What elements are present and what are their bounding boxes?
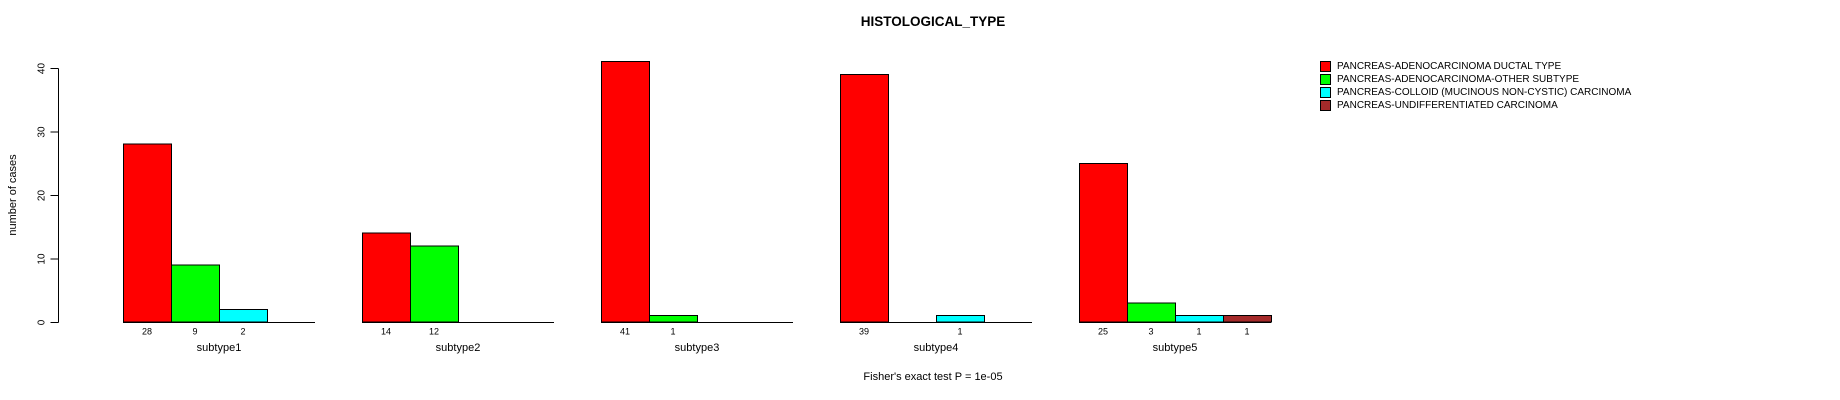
bar-value-label: 39: [859, 327, 869, 337]
bar-subtype4-series1: [840, 73, 889, 323]
legend-label: PANCREAS-ADENOCARCINOMA-OTHER SUBTYPE: [1337, 74, 1580, 85]
x-axis-group-label-subtype4: subtype4: [914, 342, 959, 354]
bar-value-label: 1: [1196, 327, 1201, 337]
y-axis-tick-label: 20: [37, 190, 48, 202]
legend-swatch: [1320, 100, 1331, 111]
bar-subtype3-series2: [649, 315, 698, 323]
bar-subtype1-series1: [123, 143, 172, 323]
legend-swatch: [1320, 61, 1331, 72]
bar-value-label: 2: [240, 327, 245, 337]
bar-subtype1-series2: [171, 264, 220, 323]
y-axis-tick-label: 30: [37, 126, 48, 138]
bar-subtype5-series2: [1127, 302, 1176, 323]
bar-subtype3-series1: [601, 61, 650, 323]
x-axis-group-label-subtype1: subtype1: [197, 342, 242, 354]
bar-value-label: 12: [429, 327, 439, 337]
bar-subtype2-series2: [410, 245, 459, 323]
legend-label: PANCREAS-UNDIFFERENTIATED CARCINOMA: [1337, 100, 1558, 111]
bar-subtype2-series1: [362, 232, 411, 323]
fisher-test-caption: Fisher's exact test P = 1e-05: [863, 371, 1003, 383]
legend-label: PANCREAS-ADENOCARCINOMA DUCTAL TYPE: [1337, 61, 1562, 72]
legend-swatch: [1320, 87, 1331, 98]
y-axis-tick-label: 40: [37, 63, 48, 75]
legend-item: PANCREAS-ADENOCARCINOMA DUCTAL TYPE: [1320, 61, 1631, 72]
bar-value-label: 41: [620, 327, 630, 337]
bar-subtype5-series3: [1175, 315, 1224, 323]
legend-item: PANCREAS-COLLOID (MUCINOUS NON-CYSTIC) C…: [1320, 87, 1631, 98]
bar-value-label: 28: [142, 327, 152, 337]
bar-value-label: 25: [1098, 327, 1108, 337]
y-axis-tick-label: 0: [37, 319, 48, 325]
bar-value-label: 1: [1244, 327, 1249, 337]
legend: PANCREAS-ADENOCARCINOMA DUCTAL TYPE PANCR…: [1320, 61, 1631, 111]
legend-swatch: [1320, 74, 1331, 85]
bar-value-label: 1: [957, 327, 962, 337]
y-axis-label: number of cases: [7, 154, 19, 236]
legend-label: PANCREAS-COLLOID (MUCINOUS NON-CYSTIC) C…: [1337, 87, 1632, 98]
chart-title: HISTOLOGICAL_TYPE: [860, 14, 1006, 29]
x-axis-group-label-subtype2: subtype2: [436, 342, 481, 354]
bar-subtype5-series4: [1223, 315, 1272, 323]
bar-value-label: 14: [381, 327, 391, 337]
bar-subtype1-series3: [219, 308, 268, 323]
bar-subtype4-series3: [936, 315, 985, 323]
y-axis-tick-label: 10: [37, 253, 48, 265]
legend-item: PANCREAS-UNDIFFERENTIATED CARCINOMA: [1320, 100, 1631, 111]
bar-subtype5-series1: [1079, 162, 1128, 323]
x-axis-group-label-subtype3: subtype3: [675, 342, 720, 354]
bar-value-label: 9: [192, 327, 197, 337]
bar-value-label: 1: [670, 327, 675, 337]
x-axis-group-label-subtype5: subtype5: [1153, 342, 1198, 354]
legend-item: PANCREAS-ADENOCARCINOMA-OTHER SUBTYPE: [1320, 74, 1631, 85]
bar-value-label: 3: [1148, 327, 1153, 337]
